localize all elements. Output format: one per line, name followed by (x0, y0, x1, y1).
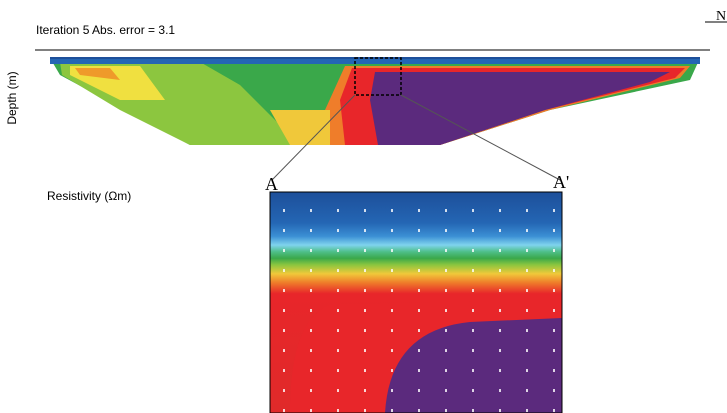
compass: N (716, 9, 726, 24)
zoom-box (354, 57, 402, 96)
section-image (50, 57, 700, 145)
zoom-line (271, 94, 356, 181)
section-title: Iteration 5 Abs. error = 3.1 (36, 23, 175, 37)
section-a-prime: A' (553, 172, 569, 192)
colorbar-title: Resistivity (Ωm) (47, 189, 131, 203)
section-a: A (265, 174, 278, 194)
detail-image (269, 191, 563, 413)
zoom-line (400, 94, 561, 181)
y-label: Depth (m) (5, 71, 19, 124)
